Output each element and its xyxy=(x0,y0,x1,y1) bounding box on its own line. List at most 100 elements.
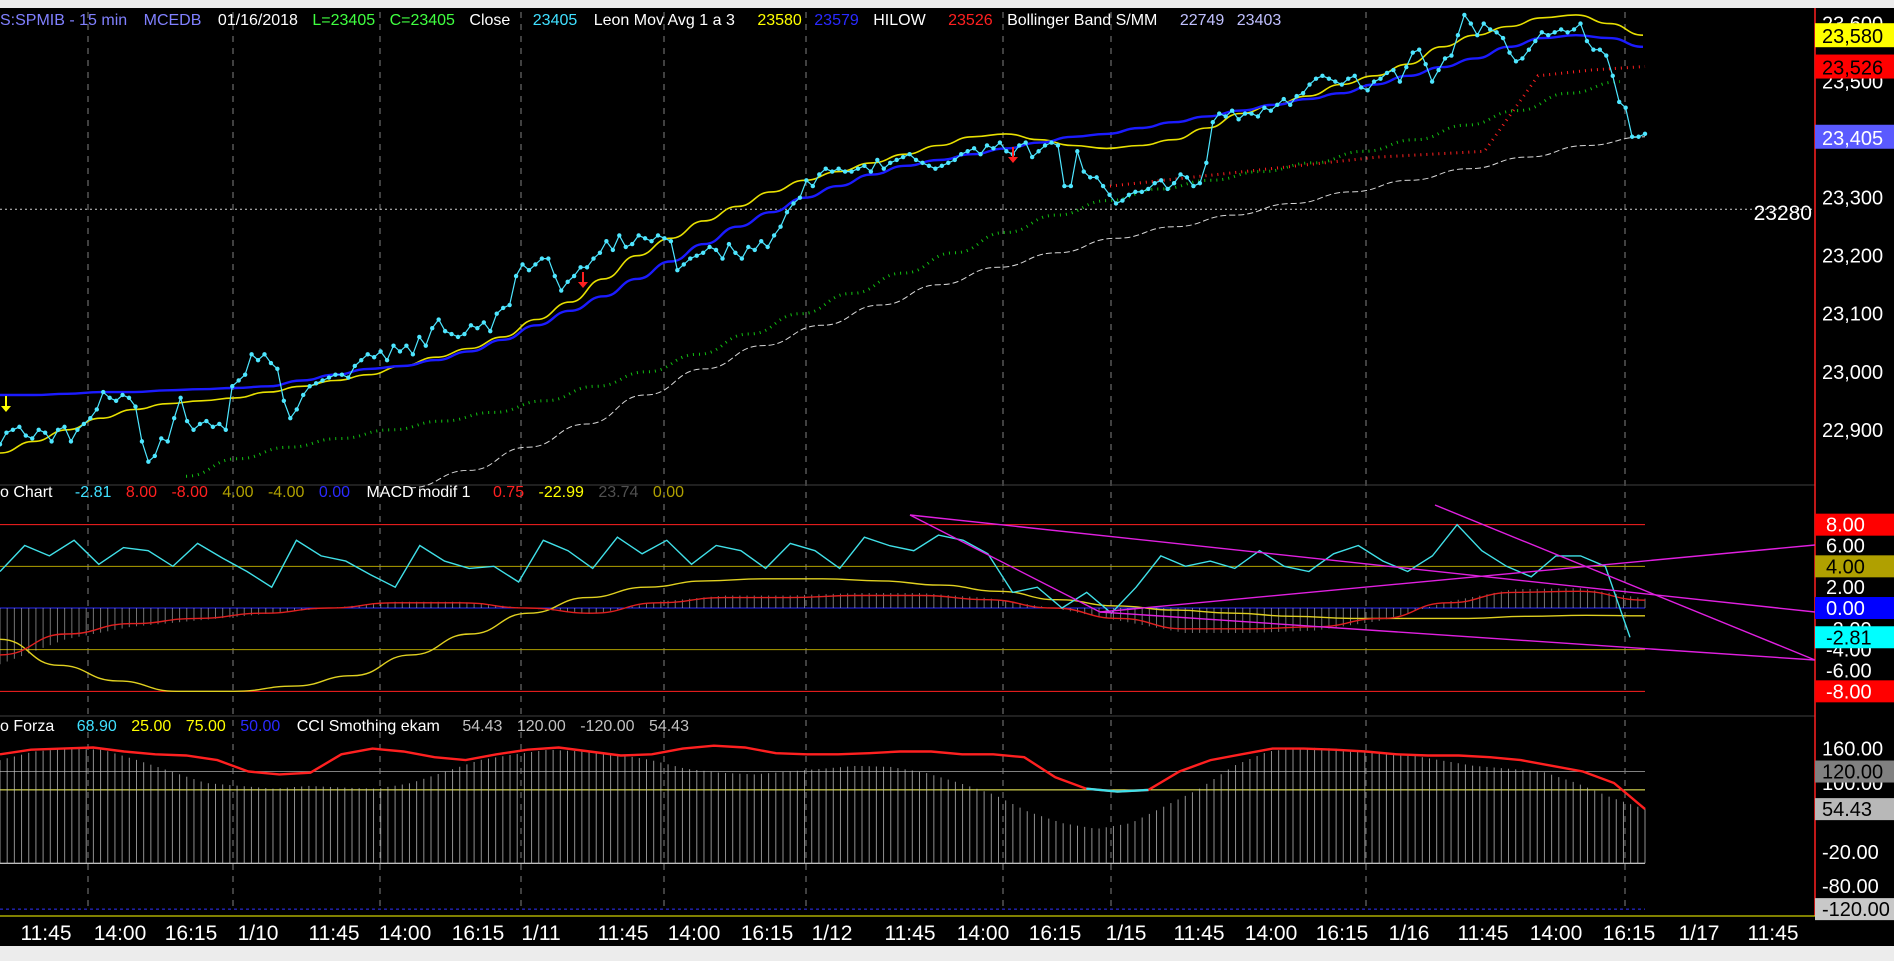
close-dot xyxy=(862,163,867,168)
close-dot xyxy=(1275,102,1280,108)
signal-arrow-icon xyxy=(1,396,11,412)
close-dot xyxy=(1378,76,1383,81)
macd-value-box xyxy=(1815,680,1894,703)
close-dot xyxy=(1313,76,1319,81)
time-axis-label: 1/10 xyxy=(238,922,279,945)
close-dot xyxy=(4,430,9,435)
macd-axis-label: -6.00 xyxy=(1826,661,1872,683)
close-dot xyxy=(694,253,699,258)
macd-legend-v5: -4.00 xyxy=(268,484,305,501)
time-axis-label: 16:15 xyxy=(741,922,794,945)
legend-leon-label: Leon Mov Avg 1 a 3 xyxy=(594,12,735,29)
close-dot xyxy=(1100,183,1106,189)
cci-axis-label: -20.00 xyxy=(1822,842,1879,864)
close-dot xyxy=(971,146,977,151)
close-dot xyxy=(1055,143,1061,148)
close-dot xyxy=(1088,175,1093,180)
time-axis-label: 16:15 xyxy=(165,922,218,945)
close-dot xyxy=(101,389,106,395)
cci-value-box xyxy=(1815,760,1894,783)
close-dot xyxy=(552,273,557,279)
close-dot xyxy=(1062,183,1067,189)
price-line-label: 23280 xyxy=(1754,202,1812,225)
macd-legend-v8: -22.99 xyxy=(539,484,584,501)
close-dot xyxy=(823,166,828,171)
close-dot xyxy=(720,256,725,261)
close-dot xyxy=(1404,64,1409,70)
close-dot xyxy=(1384,70,1390,76)
close-dot xyxy=(1449,53,1454,58)
close-dot xyxy=(1017,143,1022,148)
close-dot xyxy=(713,247,719,253)
time-axis-label: 14:00 xyxy=(1245,922,1298,945)
time-axis-label: 11:45 xyxy=(1458,922,1509,945)
close-dot xyxy=(75,427,80,432)
cci-pane[interactable] xyxy=(0,744,1646,910)
time-axis-label: 1/17 xyxy=(1679,922,1720,945)
close-dot xyxy=(1533,38,1538,44)
close-dot xyxy=(1539,30,1544,35)
close-dot xyxy=(404,343,409,348)
price-axis-label: 23,100 xyxy=(1822,304,1883,326)
close-dot xyxy=(191,427,196,432)
close-dot xyxy=(726,241,732,247)
close-dot xyxy=(94,407,99,412)
close-line xyxy=(0,13,1646,463)
close-dot xyxy=(462,331,467,337)
close-dot xyxy=(797,195,803,200)
close-dot xyxy=(1204,160,1209,166)
close-dot xyxy=(500,305,506,311)
close-dot xyxy=(210,424,216,430)
macd-pane[interactable] xyxy=(0,504,1816,692)
close-dot xyxy=(817,172,822,177)
close-dot xyxy=(1120,198,1125,203)
close-dot xyxy=(55,427,61,432)
close-dot xyxy=(1442,56,1448,61)
close-dot xyxy=(1281,96,1286,102)
close-dot xyxy=(346,375,351,380)
cci-value-box xyxy=(1815,798,1894,821)
bollinger-upper-line xyxy=(185,80,1621,478)
close-dot xyxy=(391,343,396,348)
trend-line-c xyxy=(1434,504,1816,661)
close-dot xyxy=(236,378,241,383)
close-dot xyxy=(62,424,67,430)
close-dot xyxy=(313,381,319,386)
close-dot xyxy=(68,439,74,444)
close-dot xyxy=(1513,59,1519,64)
close-dot xyxy=(88,415,93,421)
close-dot xyxy=(159,436,164,441)
close-dot xyxy=(204,418,209,424)
price-pane[interactable] xyxy=(0,12,1815,489)
close-dot xyxy=(991,146,996,151)
macd-oscillator-line xyxy=(0,523,1631,638)
close-dot xyxy=(223,427,228,432)
trend-line-d xyxy=(1099,611,1816,661)
close-dot xyxy=(423,343,428,348)
close-dot xyxy=(617,233,622,238)
close-dot xyxy=(1339,82,1345,87)
close-dot xyxy=(410,352,416,357)
time-axis-label: 14:00 xyxy=(957,922,1010,945)
close-dot xyxy=(739,256,745,261)
last-value-label: 23,580 xyxy=(1822,26,1883,48)
close-dot xyxy=(752,247,757,253)
signal-arrows xyxy=(1,147,1018,412)
macd-axis-label: 2.00 xyxy=(1826,577,1865,599)
close-dot xyxy=(81,421,87,427)
close-dot xyxy=(1107,192,1112,197)
close-dot xyxy=(829,169,835,174)
cci-axis-label: 160.00 xyxy=(1822,739,1883,761)
macd-value-label: 4.00 xyxy=(1826,556,1865,578)
legend-bb-v1: 22749 xyxy=(1180,12,1225,29)
macd-legend-v9: 23.74 xyxy=(598,484,638,501)
top-toolbar-strip xyxy=(0,0,1894,8)
close-dot xyxy=(681,262,687,267)
cci-red-line xyxy=(0,744,1646,811)
close-dot xyxy=(591,256,596,261)
close-dot xyxy=(1004,149,1009,154)
close-dot xyxy=(1578,21,1583,26)
time-axis-label: 11:45 xyxy=(885,922,936,945)
close-dot xyxy=(984,143,990,148)
